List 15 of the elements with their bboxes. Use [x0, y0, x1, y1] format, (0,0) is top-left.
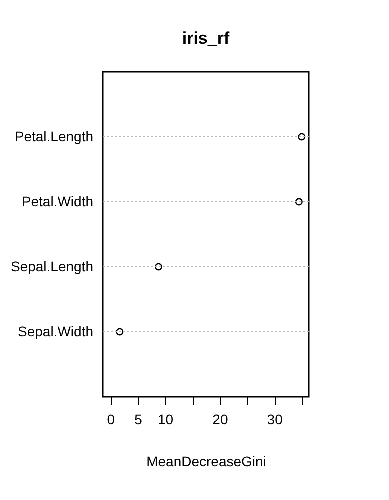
- y-tick-label: Sepal.Length: [10, 258, 94, 274]
- x-tick-label: 0: [107, 412, 116, 428]
- x-tick-label: 20: [212, 412, 228, 428]
- chart-title: iris_rf: [182, 29, 230, 48]
- x-tick-label: 10: [158, 412, 174, 428]
- x-tick-label: 30: [267, 412, 284, 428]
- point: [295, 198, 303, 206]
- point: [154, 263, 162, 271]
- point: [298, 133, 306, 141]
- x-axis-title: MeanDecreaseGini: [146, 454, 266, 470]
- y-tick-label: Petal.Width: [22, 194, 94, 210]
- y-tick-label: Petal.Length: [14, 128, 94, 144]
- y-tick-label: Sepal.Width: [18, 324, 94, 340]
- x-tick-label: 5: [134, 412, 143, 428]
- point: [116, 328, 124, 336]
